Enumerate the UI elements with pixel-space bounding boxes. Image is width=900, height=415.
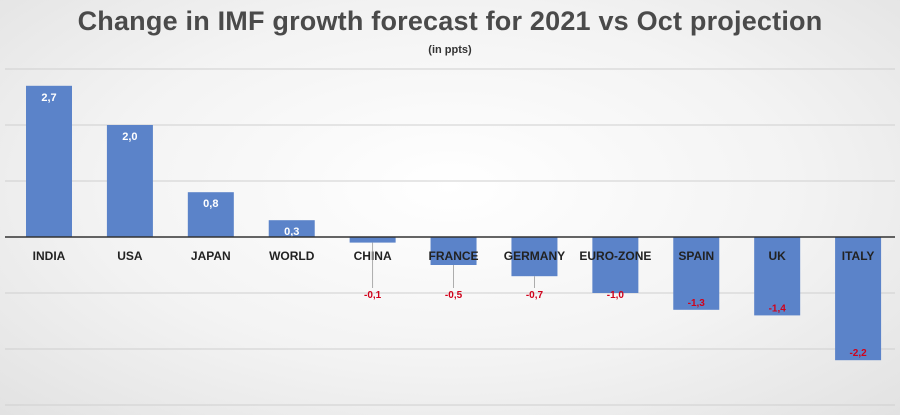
bar-italy bbox=[835, 237, 882, 361]
bar-uk bbox=[754, 237, 801, 316]
chart-subtitle: (in ppts) bbox=[428, 44, 472, 56]
data-label: -1,4 bbox=[769, 303, 787, 314]
bar-japan bbox=[187, 192, 234, 237]
category-label: SPAIN bbox=[678, 249, 714, 263]
category-label: USA bbox=[117, 249, 143, 263]
data-label: -0,5 bbox=[445, 290, 463, 301]
data-label: 0,8 bbox=[203, 198, 218, 210]
bar-china bbox=[349, 237, 396, 243]
bar-germany bbox=[511, 237, 558, 277]
bar-spain bbox=[673, 237, 720, 310]
data-label: 2,7 bbox=[41, 92, 56, 104]
data-label: -2,2 bbox=[849, 348, 867, 359]
category-label: EURO-ZONE bbox=[579, 249, 651, 263]
data-label: -0,7 bbox=[526, 290, 544, 301]
category-label: WORLD bbox=[269, 249, 315, 263]
data-label: 0,3 bbox=[284, 226, 299, 238]
category-label: ITALY bbox=[842, 249, 875, 263]
chart-title: Change in IMF growth forecast for 2021 v… bbox=[77, 6, 823, 36]
data-label: 2,0 bbox=[122, 131, 137, 143]
category-label: GERMANY bbox=[504, 249, 565, 263]
bar-world bbox=[268, 220, 315, 237]
bar-usa bbox=[106, 125, 153, 237]
data-label: -0,1 bbox=[364, 290, 382, 301]
category-label: UK bbox=[769, 249, 787, 263]
data-label: -1,0 bbox=[607, 290, 625, 301]
bar-india bbox=[26, 85, 72, 237]
category-label: INDIA bbox=[33, 249, 66, 263]
bar-euro-zone bbox=[592, 237, 639, 293]
data-label: -1,3 bbox=[688, 298, 706, 309]
bar-france bbox=[430, 237, 477, 265]
category-label: FRANCE bbox=[429, 249, 479, 263]
category-label: JAPAN bbox=[191, 249, 231, 263]
